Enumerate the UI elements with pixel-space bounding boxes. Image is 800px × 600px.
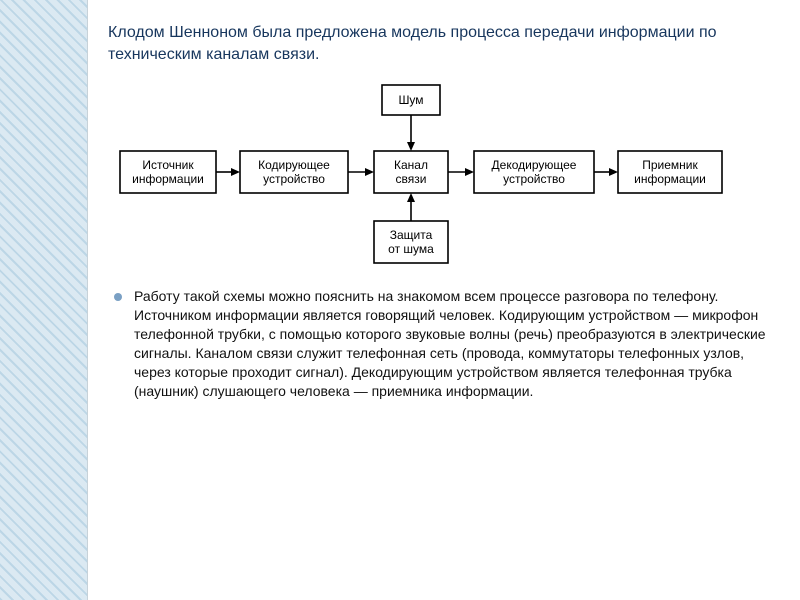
body-list-item: Работу такой схемы можно пояснить на зна… <box>128 287 774 400</box>
node-label-protect: Защитаот шума <box>388 228 434 256</box>
intro-paragraph: Клодом Шенноном была предложена модель п… <box>108 22 780 65</box>
flowchart-svg: Источникинформации Кодирующееустройство Ка… <box>114 79 774 269</box>
node-label-src: Источникинформации <box>132 158 204 186</box>
node-label-sink: Приемникинформации <box>634 158 706 186</box>
node-label-noise: Шум <box>398 93 423 107</box>
node-label-decoder: Декодирующееустройство <box>492 158 577 186</box>
body-block: Работу такой схемы можно пояснить на зна… <box>114 287 780 400</box>
node-label-encoder: Кодирующееустройство <box>258 158 330 186</box>
page: Клодом Шенноном была предложена модель п… <box>0 0 800 600</box>
content-area: Клодом Шенноном была предложена модель п… <box>88 0 800 600</box>
node-label-channel: Каналсвязи <box>394 158 428 186</box>
body-list: Работу такой схемы можно пояснить на зна… <box>114 287 780 400</box>
side-decorative-pattern <box>0 0 88 600</box>
shannon-flowchart: Источникинформации Кодирующееустройство Ка… <box>108 79 780 269</box>
